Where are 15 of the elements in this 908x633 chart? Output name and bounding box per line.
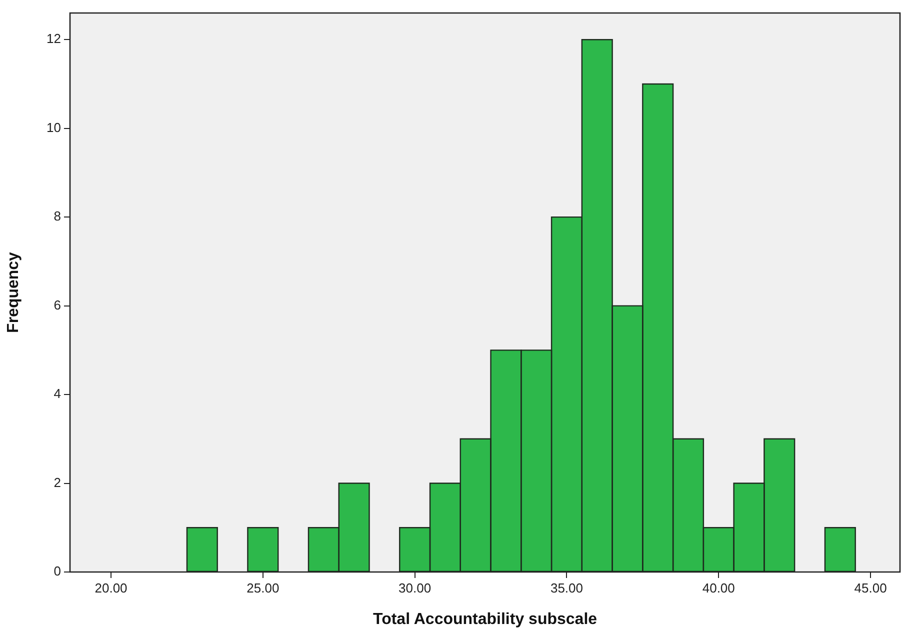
y-tick-label: 4 bbox=[54, 386, 61, 402]
y-tick-label: 2 bbox=[54, 474, 61, 490]
y-axis-title: Frequency bbox=[5, 252, 22, 333]
x-tick-label: 30.00 bbox=[398, 580, 432, 596]
y-tick-label: 8 bbox=[54, 208, 61, 224]
y-tick-label: 10 bbox=[46, 120, 61, 135]
y-tick-label: 0 bbox=[54, 564, 61, 579]
y-tick-label: 6 bbox=[54, 297, 61, 312]
x-tick-label: 25.00 bbox=[246, 580, 280, 596]
y-tick-label: 12 bbox=[46, 31, 61, 46]
x-tick-label: 20.00 bbox=[94, 580, 128, 596]
x-tick-label: 45.00 bbox=[854, 580, 887, 596]
x-tick-label: 35.00 bbox=[550, 580, 583, 596]
x-axis-title: Total Accountability subscale bbox=[372, 610, 598, 628]
x-tick-label: 40.00 bbox=[702, 580, 735, 596]
